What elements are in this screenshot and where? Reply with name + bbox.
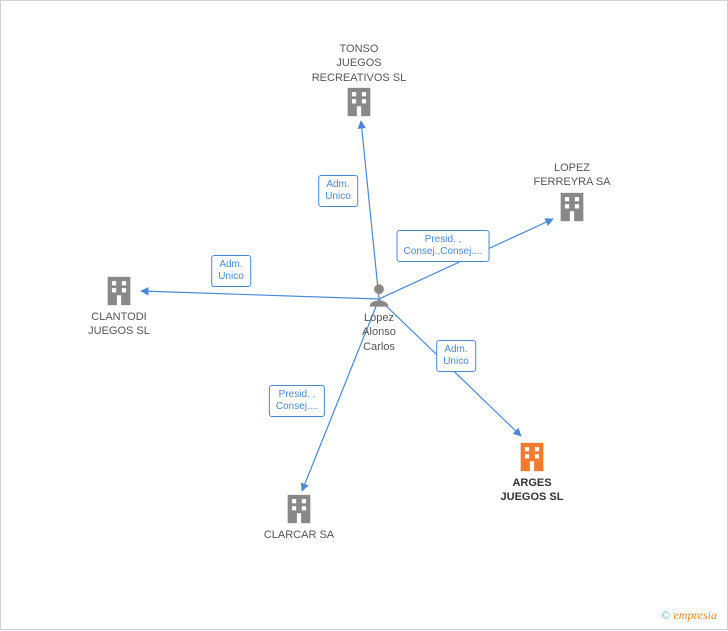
edge-line-tonso — [361, 121, 379, 299]
edge-label-clarcar: Presid. , Consej.... — [269, 385, 325, 417]
company-label: LOPEZFERREYRA SA — [512, 161, 632, 190]
company-node-arges[interactable]: ARGESJUEGOS SL — [472, 440, 592, 505]
edge-label-lopezf: Presid. , Consej.,Consej.... — [397, 230, 490, 262]
copyright: © empresia — [661, 608, 717, 623]
center-person[interactable]: LopezAlonsoCarlos — [339, 281, 419, 354]
copyright-brand: empresia — [673, 608, 717, 622]
company-node-clantodi[interactable]: CLANTODIJUEGOS SL — [59, 274, 179, 339]
person-icon — [339, 281, 419, 309]
building-icon — [59, 274, 179, 308]
building-icon — [239, 492, 359, 526]
copyright-symbol: © — [661, 608, 670, 622]
company-label: CLANTODIJUEGOS SL — [59, 310, 179, 339]
edge-label-arges: Adm. Unico — [436, 340, 476, 372]
company-label: ARGESJUEGOS SL — [472, 476, 592, 505]
building-icon — [299, 85, 419, 119]
building-icon — [472, 440, 592, 474]
edge-label-tonso: Adm. Unico — [318, 175, 358, 207]
company-node-clarcar[interactable]: CLARCAR SA — [239, 492, 359, 542]
company-node-tonso[interactable]: TONSOJUEGOSRECREATIVOS SL — [299, 40, 419, 119]
edge-label-clantodi: Adm. Unico — [211, 255, 251, 287]
company-node-lopezf[interactable]: LOPEZFERREYRA SA — [512, 159, 632, 224]
company-label: TONSOJUEGOSRECREATIVOS SL — [299, 42, 419, 85]
center-label: LopezAlonsoCarlos — [339, 311, 419, 354]
company-label: CLARCAR SA — [239, 528, 359, 542]
building-icon — [512, 190, 632, 224]
